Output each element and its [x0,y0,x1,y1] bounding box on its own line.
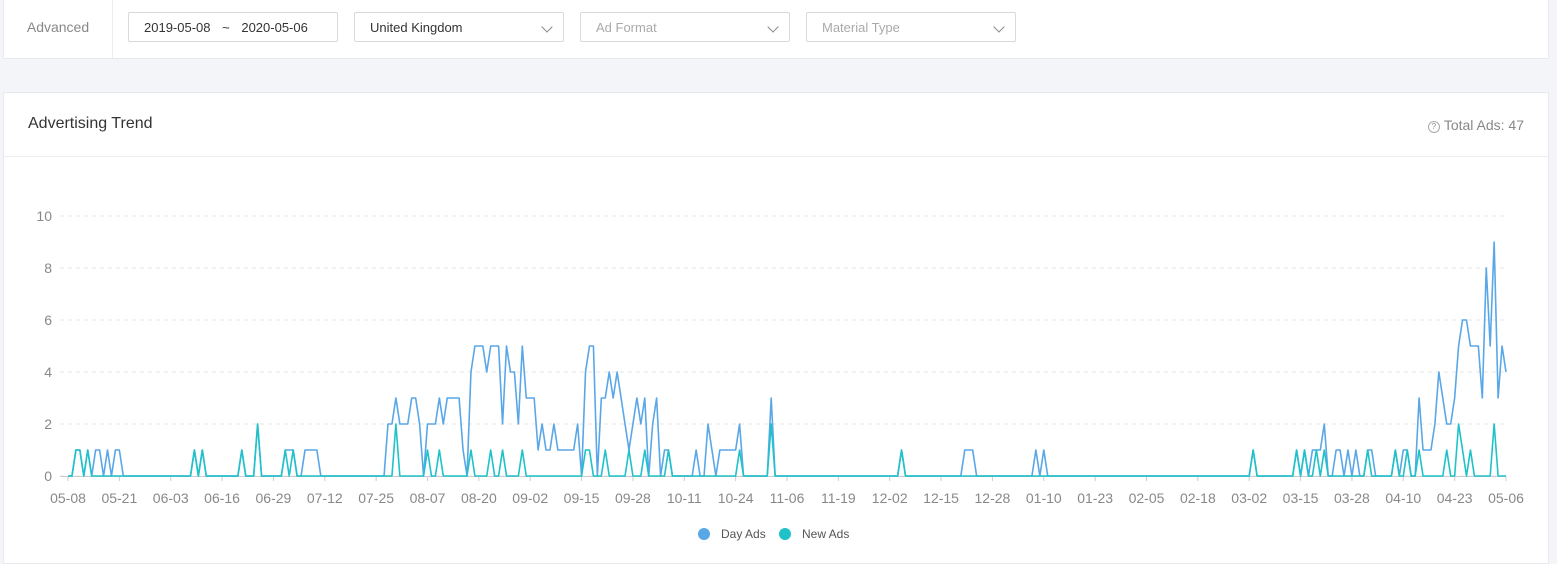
x-tick-label: 05-08 [50,490,86,506]
x-tick-label: 05-21 [101,490,137,506]
x-tick-label: 02-05 [1129,490,1165,506]
y-tick-label: 10 [36,208,52,224]
y-tick-label: 4 [44,364,52,380]
total-ads-text: Total Ads: 47 [1443,117,1524,133]
x-tick-label: 05-06 [1488,490,1524,506]
x-tick-label: 04-10 [1385,490,1421,506]
x-tick-label: 01-10 [1026,490,1062,506]
total-ads: ? Total Ads: 47 [1427,117,1524,133]
y-tick-label: 0 [44,468,52,484]
x-tick-label: 03-15 [1283,490,1319,506]
ad-format-placeholder: Ad Format [596,20,657,35]
y-tick-label: 2 [44,416,52,432]
legend-marker [779,528,791,540]
country-value: United Kingdom [370,20,463,35]
divider [4,156,1548,157]
series-line [68,241,1507,477]
date-separator: ~ [222,20,230,35]
x-tick-label: 10-24 [718,490,754,506]
x-tick-label: 09-15 [564,490,600,506]
series-line [68,423,1506,477]
legend-label: Day Ads [721,527,766,541]
legend-marker [698,528,710,540]
x-tick-label: 01-23 [1077,490,1113,506]
x-tick-label: 09-28 [615,490,651,506]
advanced-label[interactable]: Advanced [4,0,113,58]
trend-card: Advertising Trend ? Total Ads: 47 [3,92,1549,564]
x-tick-label: 03-28 [1334,490,1370,506]
x-tick-label: 12-02 [872,490,908,506]
x-tick-label: 12-28 [975,490,1011,506]
date-start[interactable]: 2019-05-08 [144,20,211,35]
material-type-select[interactable]: Material Type [806,12,1016,42]
x-tick-label: 10-11 [667,490,702,506]
x-tick-label: 08-07 [410,490,446,506]
country-select[interactable]: United Kingdom [354,12,564,42]
date-end[interactable]: 2020-05-06 [241,20,308,35]
x-tick-label: 12-15 [923,490,959,506]
material-type-placeholder: Material Type [822,20,900,35]
x-tick-label: 07-12 [307,490,343,506]
x-tick-label: 06-29 [256,490,292,506]
x-tick-label: 09-02 [512,490,548,506]
y-tick-label: 8 [44,260,52,276]
legend-label: New Ads [802,527,849,541]
filter-bar: Advanced 2019-05-08 ~ 2020-05-06 United … [3,0,1549,59]
x-tick-label: 03-02 [1231,490,1267,506]
x-tick-label: 04-23 [1437,490,1473,506]
x-tick-label: 06-16 [204,490,240,506]
card-title: Advertising Trend [28,115,153,132]
y-tick-label: 6 [44,312,52,328]
x-tick-label: 11-06 [770,490,805,506]
x-tick-label: 02-18 [1180,490,1216,506]
x-tick-label: 11-19 [821,490,856,506]
x-tick-label: 08-20 [461,490,497,506]
x-tick-label: 06-03 [153,490,189,506]
date-range[interactable]: 2019-05-08 ~ 2020-05-06 [128,12,338,42]
x-tick-label: 07-25 [358,490,394,506]
ad-format-select[interactable]: Ad Format [580,12,790,42]
